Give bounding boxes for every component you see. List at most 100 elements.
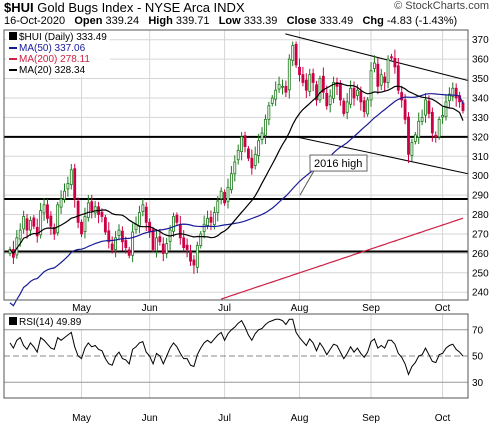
candle-body: [35, 226, 39, 237]
candle: [192, 255, 196, 274]
candle-body: [396, 65, 400, 91]
candle-body: [114, 237, 118, 250]
candle-body: [56, 204, 60, 234]
candle-body: [18, 229, 22, 240]
candle-body: [403, 99, 407, 120]
candle: [369, 62, 373, 107]
candle: [46, 198, 49, 224]
y-tick-label: 290: [472, 191, 489, 202]
candle: [270, 95, 274, 107]
open-value: 339.24: [105, 15, 140, 27]
candle-body: [52, 226, 56, 235]
candle-body: [410, 142, 414, 156]
candle: [458, 91, 462, 108]
legend-price: $HUI (Daily) 333.49: [9, 32, 107, 43]
candle: [35, 218, 39, 243]
candle-body: [321, 75, 325, 93]
candle-body: [379, 74, 383, 86]
candle: [430, 107, 434, 142]
change-label: Chg: [362, 15, 384, 27]
trendline-lower: [296, 136, 469, 175]
candle-body: [447, 93, 451, 102]
candle-body: [308, 74, 312, 92]
x-tick-label-bottom: Aug: [291, 413, 309, 424]
x-tick-label-bottom: Oct: [435, 413, 451, 424]
candle: [332, 76, 335, 104]
x-tick-label-bottom: Sep: [362, 413, 380, 424]
candle: [114, 231, 118, 258]
candle-body: [83, 216, 87, 233]
candle: [318, 75, 322, 103]
candle: [294, 41, 298, 68]
candle: [321, 67, 325, 99]
candle-body: [124, 240, 128, 248]
close-value: 333.49: [319, 15, 354, 27]
candle-body: [29, 219, 32, 231]
candle: [410, 138, 414, 162]
candle-body: [131, 231, 135, 256]
candle: [172, 212, 175, 238]
candle-body: [267, 105, 271, 120]
candle-body: [209, 216, 213, 223]
low-value: 333.39: [243, 15, 278, 27]
candle-body: [301, 74, 305, 83]
candle: [247, 145, 250, 162]
candle: [342, 98, 346, 117]
candle-body: [257, 140, 261, 156]
y-tick-label: 270: [472, 229, 489, 240]
candle-body: [107, 230, 111, 243]
candle-body: [161, 243, 165, 254]
candle: [66, 176, 70, 197]
rsi-panel-frame: [3, 313, 469, 399]
candle-body: [182, 237, 186, 248]
y-tick-label: 320: [472, 132, 489, 143]
candle: [127, 246, 131, 259]
candle-body: [233, 161, 237, 175]
candle: [141, 198, 145, 217]
candle-body: [437, 118, 441, 138]
candle-body: [352, 87, 356, 99]
candle-body: [318, 78, 322, 101]
ohlc-summary: 16-Oct-2020 Open 339.24 High 339.71 Low …: [4, 15, 457, 27]
candle: [178, 215, 182, 245]
candle: [267, 101, 271, 126]
candle-body: [325, 92, 329, 107]
candle-body: [158, 236, 162, 243]
candle-body: [304, 79, 308, 91]
candle: [233, 155, 237, 182]
candle: [182, 230, 186, 252]
candle-body: [66, 183, 70, 190]
candle-body: [32, 217, 36, 227]
candle-body: [393, 57, 397, 68]
candle: [451, 82, 455, 102]
watermark: © StockCharts.com: [394, 0, 489, 12]
candle: [311, 68, 315, 92]
candle: [383, 72, 387, 92]
candle: [349, 80, 353, 109]
candle-body: [93, 206, 97, 214]
date-label: 16-Oct-2020: [4, 15, 66, 27]
candle-body: [226, 186, 230, 203]
candle-body: [110, 243, 114, 250]
candle-body: [172, 216, 175, 232]
candle: [161, 237, 165, 262]
candle-body: [199, 233, 203, 247]
candle-body: [349, 87, 353, 105]
candle: [335, 77, 339, 96]
change-value: -4.83 (-1.43%): [386, 15, 458, 27]
candle-body: [400, 92, 404, 101]
candle-body: [291, 45, 295, 61]
candle-body: [49, 215, 53, 227]
candle-body: [63, 190, 66, 200]
candle: [42, 198, 46, 221]
candle-body: [223, 191, 226, 204]
candle: [284, 80, 288, 98]
candle: [281, 79, 284, 95]
candle: [441, 106, 444, 124]
candle-body: [281, 85, 284, 88]
candle-body: [417, 120, 421, 138]
candle-body: [86, 202, 90, 219]
candle-body: [294, 43, 298, 66]
candle: [103, 214, 107, 235]
